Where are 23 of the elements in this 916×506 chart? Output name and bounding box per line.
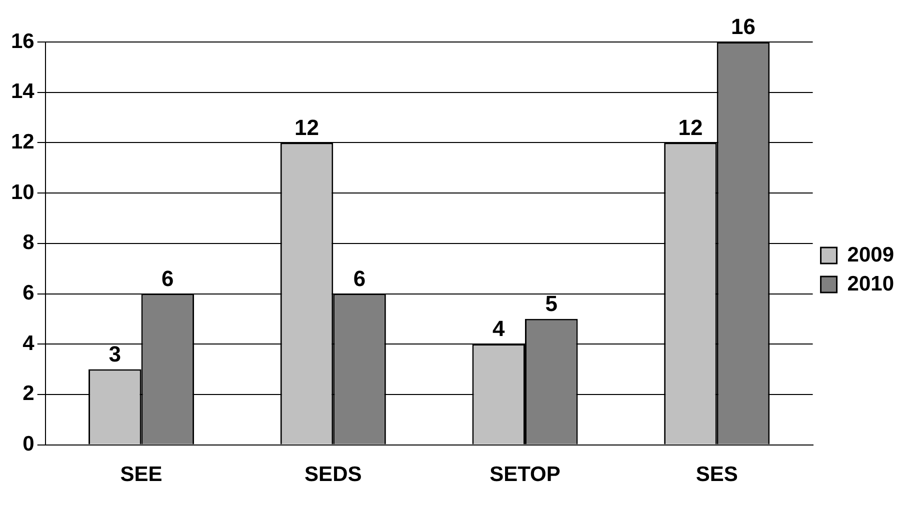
data-label: 12 — [294, 114, 320, 140]
data-label: 12 — [678, 114, 703, 140]
x-tick-label: SES — [696, 463, 738, 486]
y-tick-label: 6 — [22, 282, 34, 305]
legend-label: 2009 — [847, 243, 894, 266]
data-label: 4 — [492, 316, 506, 342]
y-tick-label: 16 — [11, 30, 34, 53]
y-tick-label: 8 — [22, 231, 35, 254]
legend-label: 2010 — [847, 272, 894, 296]
y-tick-label: 10 — [11, 180, 34, 204]
data-label: 6 — [162, 266, 174, 291]
y-tick-label: 4 — [22, 332, 35, 355]
data-label: 5 — [545, 290, 558, 316]
data-label: 16 — [730, 14, 756, 40]
x-tick-label: SEDS — [304, 463, 362, 486]
y-tick-label: 12 — [11, 130, 34, 154]
x-tick-label: SETOP — [490, 463, 560, 486]
y-tick-label: 0 — [22, 432, 34, 456]
y-tick-label: 2 — [22, 382, 34, 406]
data-label: 6 — [353, 266, 366, 291]
y-tick-label: 14 — [11, 80, 35, 104]
x-tick-label: SEE — [120, 463, 162, 486]
data-label: 3 — [108, 341, 122, 366]
